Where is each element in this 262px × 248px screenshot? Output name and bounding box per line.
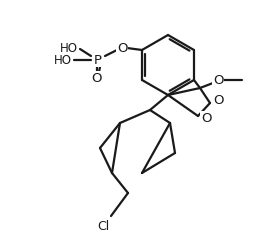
Text: Cl: Cl (97, 219, 109, 233)
Text: O: O (213, 73, 223, 87)
Text: O: O (201, 112, 211, 124)
Text: P: P (94, 54, 102, 66)
Text: HO: HO (54, 54, 72, 66)
Text: O: O (91, 71, 101, 85)
Text: O: O (117, 41, 127, 55)
Text: O: O (213, 94, 223, 107)
Text: HO: HO (60, 41, 78, 55)
